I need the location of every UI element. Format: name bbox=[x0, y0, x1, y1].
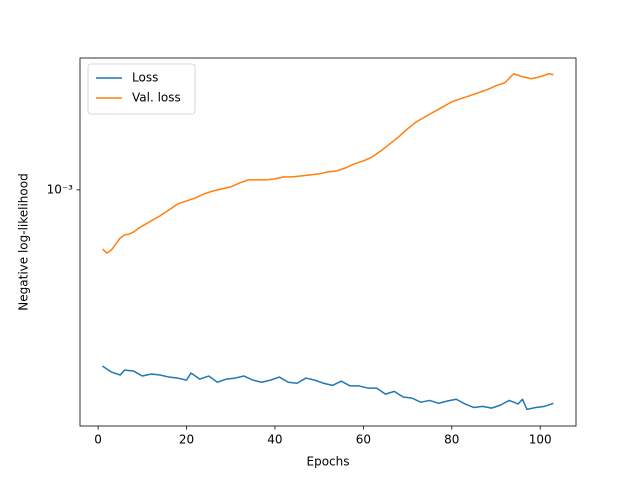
x-tick-label: 80 bbox=[444, 433, 459, 447]
legend-label: Val. loss bbox=[132, 91, 181, 105]
x-tick-label: 40 bbox=[267, 433, 282, 447]
legend-box bbox=[87, 63, 196, 115]
y-tick-label: 10⁻³ bbox=[47, 182, 74, 196]
axes-frame bbox=[79, 57, 577, 427]
x-tick-label: 0 bbox=[94, 433, 102, 447]
x-axis-label: Epochs bbox=[307, 455, 350, 469]
y-axis-label: Negative log-likelihood bbox=[17, 173, 31, 310]
x-tick-label: 20 bbox=[179, 433, 194, 447]
line-series bbox=[102, 365, 554, 411]
legend-label: Loss bbox=[132, 71, 158, 85]
x-tick-label: 60 bbox=[356, 433, 371, 447]
line-series bbox=[102, 73, 554, 254]
x-tick-label: 100 bbox=[529, 433, 552, 447]
